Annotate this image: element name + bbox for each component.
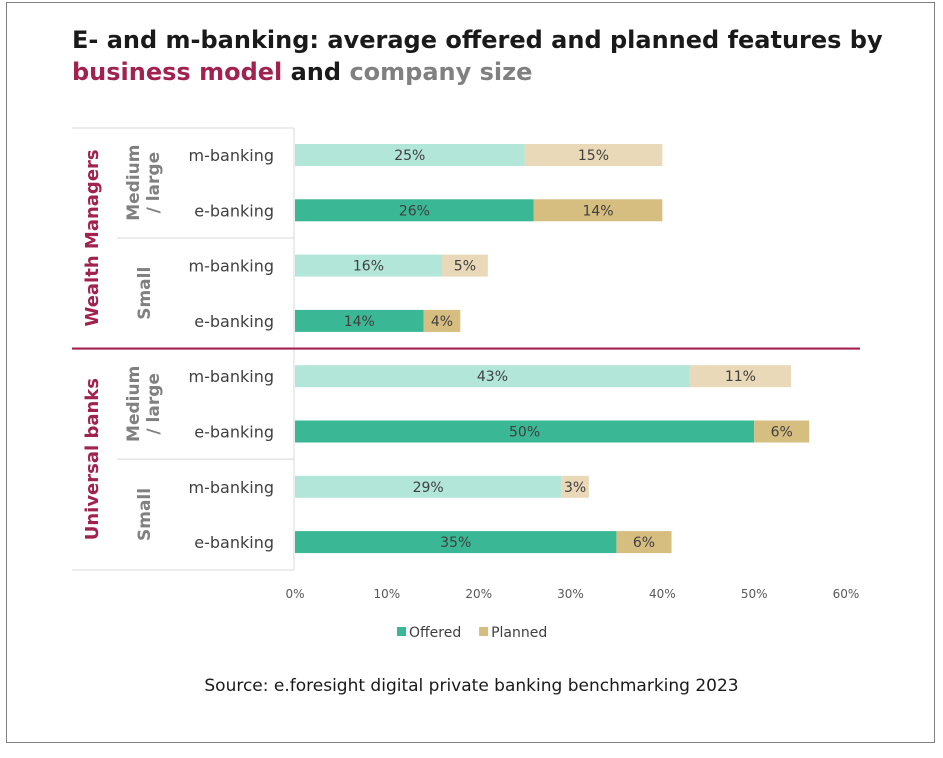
x-tick-label: 50% (741, 587, 768, 601)
bar-offered (295, 309, 424, 332)
legend-swatch-offered (397, 627, 406, 636)
x-tick-label: 0% (285, 587, 304, 601)
label-offered: 25% (394, 148, 425, 164)
x-tick-label: 30% (557, 587, 584, 601)
bar-offered (295, 254, 442, 277)
bar-chart: m-banking 25% 15%e-banking 26% 14%Medium/ la… (72, 127, 860, 641)
bar-planned (533, 199, 663, 222)
bar-planned (754, 420, 810, 443)
chart-title: E- and m-banking: average offered and pl… (72, 24, 912, 88)
row-label: e-banking (194, 312, 274, 331)
row-label: m-banking (189, 367, 274, 386)
label-offered: 35% (440, 535, 471, 551)
legend-label-offered: Offered (409, 625, 461, 641)
bar-planned (689, 365, 791, 388)
row-label: e-banking (194, 533, 274, 552)
bar-offered (295, 420, 755, 443)
company-size-label-line: / large (144, 373, 164, 435)
row-label: m-banking (189, 146, 274, 165)
business-model-label: Wealth Managers (82, 149, 103, 326)
label-offered: 26% (399, 203, 430, 219)
label-planned: 14% (582, 203, 613, 219)
x-tick-label: 60% (833, 587, 860, 601)
row-label: e-banking (194, 201, 274, 220)
company-size-label-line: Medium (124, 366, 144, 442)
x-tick-label: 20% (465, 587, 492, 601)
title-business-model: business model (72, 58, 283, 86)
label-offered: 16% (353, 259, 384, 275)
label-offered: 29% (413, 480, 444, 496)
label-planned: 4% (431, 314, 453, 330)
row-label: e-banking (194, 423, 274, 442)
x-tick-label: 40% (649, 587, 676, 601)
legend-label-planned: Planned (491, 625, 547, 641)
title-and: and (290, 58, 342, 86)
x-tick-label: 10% (373, 587, 400, 601)
label-offered: 50% (509, 425, 540, 441)
bar-planned (441, 254, 488, 277)
company-size-label: Medium/ large (124, 366, 164, 442)
company-size-label: Small (135, 488, 155, 541)
company-size-label: Small (135, 267, 155, 320)
legend-swatch-planned (479, 627, 489, 636)
company-size-label: Medium/ large (124, 145, 164, 221)
label-planned: 3% (564, 480, 586, 496)
label-offered: 14% (344, 314, 375, 330)
title-company-size: company size (349, 58, 533, 86)
bar-planned (423, 309, 461, 332)
bar-offered (295, 199, 534, 222)
label-offered: 43% (477, 369, 508, 385)
label-planned: 5% (454, 259, 476, 275)
bar-offered (295, 475, 562, 498)
bar-offered (295, 531, 617, 554)
label-planned: 6% (771, 425, 793, 441)
bar-offered (295, 144, 525, 166)
bar-planned (524, 144, 663, 166)
label-planned: 11% (725, 369, 756, 385)
title-main: E- and m-banking: average offered and pl… (72, 26, 883, 54)
bar-planned (616, 531, 672, 554)
row-label: m-banking (189, 478, 274, 497)
label-planned: 15% (578, 148, 609, 164)
label-planned: 6% (633, 535, 655, 551)
bar-planned (561, 475, 589, 498)
business-model-label: Universal banks (82, 378, 103, 540)
bar-offered (295, 365, 690, 388)
source-note: Source: e.foresight digital private bank… (204, 676, 739, 696)
company-size-label-line: Medium (124, 145, 144, 221)
company-size-label-line: / large (144, 152, 164, 214)
row-label: m-banking (189, 257, 274, 276)
